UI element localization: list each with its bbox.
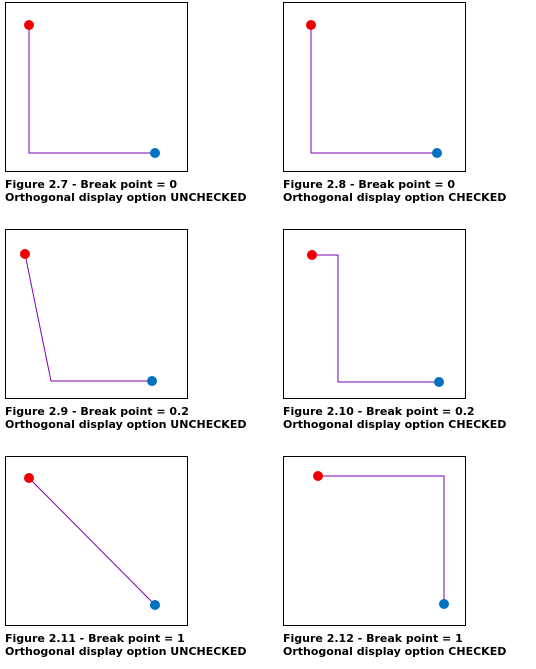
figure-caption: Figure 2.9 - Break point = 0.2 Orthogona… — [5, 405, 265, 431]
start-point — [307, 250, 317, 260]
connector-line — [310, 25, 437, 154]
figure-caption: Figure 2.11 - Break point = 1 Orthogonal… — [5, 632, 265, 658]
caption-subtitle: Orthogonal display option CHECKED — [283, 645, 507, 658]
connector-diagram — [24, 473, 160, 610]
caption-subtitle: Orthogonal display option UNCHECKED — [5, 418, 247, 431]
figure-caption: Figure 2.8 - Break point = 0 Orthogonal … — [283, 178, 536, 204]
connector-line — [312, 254, 439, 383]
end-point — [147, 376, 157, 386]
connector-line — [28, 477, 156, 606]
figure-caption: Figure 2.7 - Break point = 0 Orthogonal … — [5, 178, 265, 204]
figure-frame — [283, 2, 466, 172]
start-point — [24, 473, 34, 483]
figure-frame — [5, 229, 188, 399]
caption-title: Figure 2.9 - Break point = 0.2 — [5, 405, 189, 418]
figure-frame — [283, 456, 466, 626]
end-point — [434, 377, 444, 387]
connector-diagram — [313, 471, 449, 609]
start-point — [24, 20, 34, 30]
end-point — [439, 599, 449, 609]
caption-title: Figure 2.12 - Break point = 1 — [283, 632, 463, 645]
caption-title: Figure 2.7 - Break point = 0 — [5, 178, 178, 191]
caption-subtitle: Orthogonal display option UNCHECKED — [5, 191, 247, 204]
end-point — [150, 148, 160, 158]
connector-diagram — [307, 250, 444, 387]
figure-caption: Figure 2.10 - Break point = 0.2 Orthogon… — [283, 405, 536, 431]
connector-diagram — [20, 249, 157, 386]
start-point — [313, 471, 323, 481]
end-point — [432, 148, 442, 158]
caption-subtitle: Orthogonal display option UNCHECKED — [5, 645, 247, 658]
caption-title: Figure 2.10 - Break point = 0.2 — [283, 405, 475, 418]
caption-subtitle: Orthogonal display option CHECKED — [283, 418, 507, 431]
caption-title: Figure 2.8 - Break point = 0 — [283, 178, 456, 191]
figure-caption: Figure 2.12 - Break point = 1 Orthogonal… — [283, 632, 536, 658]
start-point — [20, 249, 30, 259]
caption-subtitle: Orthogonal display option CHECKED — [283, 191, 507, 204]
connector-line — [28, 25, 155, 154]
start-point — [306, 20, 316, 30]
connector-line — [318, 475, 445, 604]
figure-frame — [5, 456, 188, 626]
connector-line — [24, 253, 152, 382]
connector-diagram — [306, 20, 442, 158]
end-point — [150, 600, 160, 610]
caption-title: Figure 2.11 - Break point = 1 — [5, 632, 185, 645]
figure-frame — [5, 2, 188, 172]
connector-diagram — [24, 20, 160, 158]
figure-frame — [283, 229, 466, 399]
